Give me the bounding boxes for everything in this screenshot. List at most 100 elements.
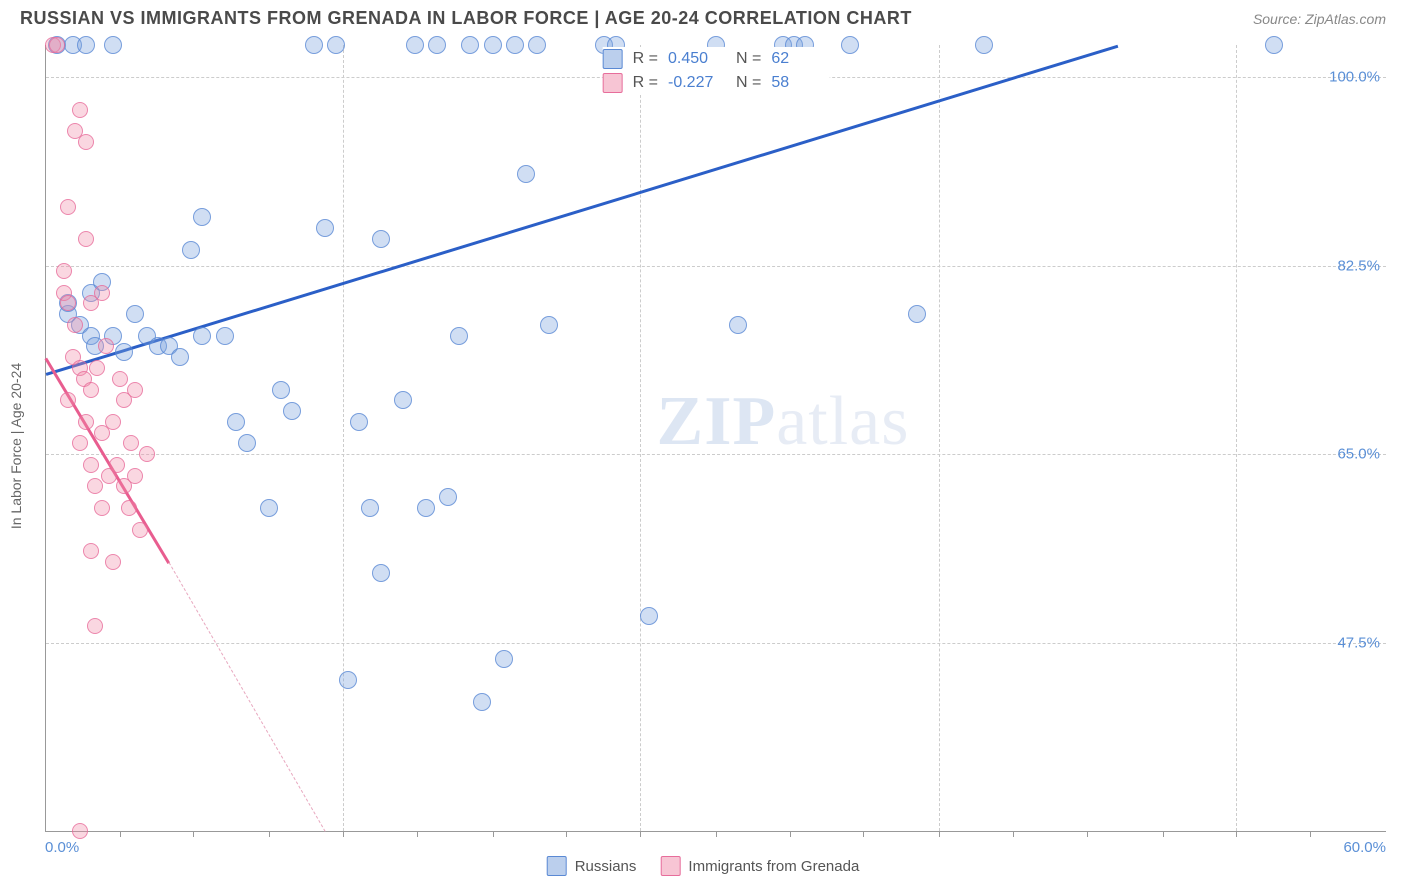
legend-item-russians: Russians xyxy=(547,856,637,876)
x-tick-mark xyxy=(1310,831,1311,837)
watermark-atlas: atlas xyxy=(776,383,909,460)
data-point xyxy=(260,499,278,517)
data-point xyxy=(506,36,524,54)
r-value-grenada: -0.227 xyxy=(668,74,726,92)
data-point xyxy=(528,36,546,54)
data-point xyxy=(216,327,234,345)
data-point xyxy=(1265,36,1283,54)
data-point xyxy=(640,607,658,625)
data-point xyxy=(77,36,95,54)
x-tick-mark xyxy=(716,831,717,837)
data-point xyxy=(132,522,148,538)
x-tick-mark xyxy=(417,831,418,837)
data-point xyxy=(123,435,139,451)
correlation-legend: R = 0.450 N = 62 R = -0.227 N = 58 xyxy=(603,47,830,95)
data-point xyxy=(484,36,502,54)
data-point xyxy=(94,500,110,516)
data-point xyxy=(109,457,125,473)
data-point xyxy=(105,554,121,570)
data-point xyxy=(272,381,290,399)
y-tick-label: 65.0% xyxy=(1337,446,1380,463)
gridline-vertical xyxy=(939,45,940,831)
chart-title: RUSSIAN VS IMMIGRANTS FROM GRENADA IN LA… xyxy=(20,8,912,29)
legend-label-russians: Russians xyxy=(575,858,637,875)
data-point xyxy=(517,165,535,183)
data-point xyxy=(60,392,76,408)
data-point xyxy=(406,36,424,54)
data-point xyxy=(729,316,747,334)
data-point xyxy=(60,295,76,311)
data-point xyxy=(67,317,83,333)
y-axis-title: In Labor Force | Age 20-24 xyxy=(8,363,24,529)
data-point xyxy=(78,231,94,247)
data-point xyxy=(193,327,211,345)
data-point xyxy=(72,102,88,118)
x-axis-min-label: 0.0% xyxy=(45,839,79,856)
data-point xyxy=(473,693,491,711)
swatch-blue-icon xyxy=(603,49,623,69)
y-tick-label: 100.0% xyxy=(1329,69,1380,86)
swatch-pink-icon xyxy=(660,856,680,876)
swatch-pink-icon xyxy=(603,73,623,93)
data-point xyxy=(72,435,88,451)
x-tick-mark xyxy=(1087,831,1088,837)
data-point xyxy=(540,316,558,334)
scatter-chart: R = 0.450 N = 62 R = -0.227 N = 58 ZIPat… xyxy=(45,45,1386,832)
data-point xyxy=(350,413,368,431)
data-point xyxy=(439,488,457,506)
data-point xyxy=(83,457,99,473)
x-tick-mark xyxy=(343,831,344,837)
x-tick-mark xyxy=(1236,831,1237,837)
data-point xyxy=(72,823,88,839)
x-tick-mark xyxy=(1013,831,1014,837)
data-point xyxy=(87,618,103,634)
legend-row-russians: R = 0.450 N = 62 xyxy=(603,47,830,71)
data-point xyxy=(49,37,65,53)
n-value-russians: 62 xyxy=(771,50,829,68)
x-tick-mark xyxy=(939,831,940,837)
x-tick-mark xyxy=(640,831,641,837)
data-point xyxy=(89,360,105,376)
y-tick-label: 82.5% xyxy=(1337,257,1380,274)
data-point xyxy=(105,414,121,430)
chart-header: RUSSIAN VS IMMIGRANTS FROM GRENADA IN LA… xyxy=(0,0,1406,33)
legend-label-grenada: Immigrants from Grenada xyxy=(688,858,859,875)
data-point xyxy=(83,382,99,398)
data-point xyxy=(305,36,323,54)
x-axis-max-label: 60.0% xyxy=(1343,839,1386,856)
x-tick-mark xyxy=(790,831,791,837)
data-point xyxy=(283,402,301,420)
data-point xyxy=(112,371,128,387)
data-point xyxy=(121,500,137,516)
legend-row-grenada: R = -0.227 N = 58 xyxy=(603,71,830,95)
data-point xyxy=(182,241,200,259)
gridline-horizontal xyxy=(46,643,1386,644)
watermark-zip: ZIP xyxy=(657,383,777,460)
data-point xyxy=(841,36,859,54)
data-point xyxy=(127,382,143,398)
x-tick-mark xyxy=(493,831,494,837)
series-legend: Russians Immigrants from Grenada xyxy=(547,856,860,876)
trend-line xyxy=(45,358,170,564)
swatch-blue-icon xyxy=(547,856,567,876)
watermark: ZIPatlas xyxy=(657,382,910,462)
data-point xyxy=(428,36,446,54)
data-point xyxy=(126,305,144,323)
x-tick-mark xyxy=(566,831,567,837)
x-tick-mark xyxy=(269,831,270,837)
data-point xyxy=(60,199,76,215)
data-point xyxy=(238,434,256,452)
gridline-horizontal xyxy=(46,454,1386,455)
data-point xyxy=(361,499,379,517)
data-point xyxy=(495,650,513,668)
trend-extrapolation xyxy=(168,562,325,832)
data-point xyxy=(127,468,143,484)
r-value-russians: 0.450 xyxy=(668,50,726,68)
gridline-vertical xyxy=(640,45,641,831)
y-tick-label: 47.5% xyxy=(1337,634,1380,651)
data-point xyxy=(372,564,390,582)
n-label: N = xyxy=(736,50,761,68)
data-point xyxy=(908,305,926,323)
gridline-vertical xyxy=(343,45,344,831)
data-point xyxy=(83,543,99,559)
